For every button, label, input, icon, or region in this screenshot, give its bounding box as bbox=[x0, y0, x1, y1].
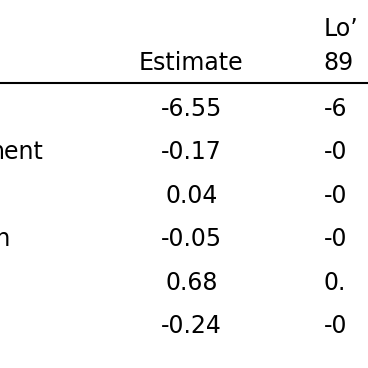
Text: -0.17: -0.17 bbox=[161, 140, 222, 164]
Text: -0: -0 bbox=[324, 140, 347, 164]
Text: Lo’: Lo’ bbox=[324, 17, 358, 42]
Text: Estimate: Estimate bbox=[139, 50, 244, 75]
Text: ment: ment bbox=[0, 140, 43, 164]
Text: on: on bbox=[0, 227, 11, 251]
Text: -6.55: -6.55 bbox=[161, 97, 222, 121]
Text: 0.68: 0.68 bbox=[165, 270, 217, 294]
Text: 0.04: 0.04 bbox=[165, 184, 217, 208]
Text: -0.05: -0.05 bbox=[161, 227, 222, 251]
Text: -0: -0 bbox=[324, 314, 347, 338]
Text: -0.24: -0.24 bbox=[161, 314, 222, 338]
Text: -0: -0 bbox=[324, 184, 347, 208]
Text: 0.: 0. bbox=[324, 270, 346, 294]
Text: -0: -0 bbox=[324, 227, 347, 251]
Text: -6: -6 bbox=[324, 97, 347, 121]
Text: 89: 89 bbox=[324, 50, 354, 75]
